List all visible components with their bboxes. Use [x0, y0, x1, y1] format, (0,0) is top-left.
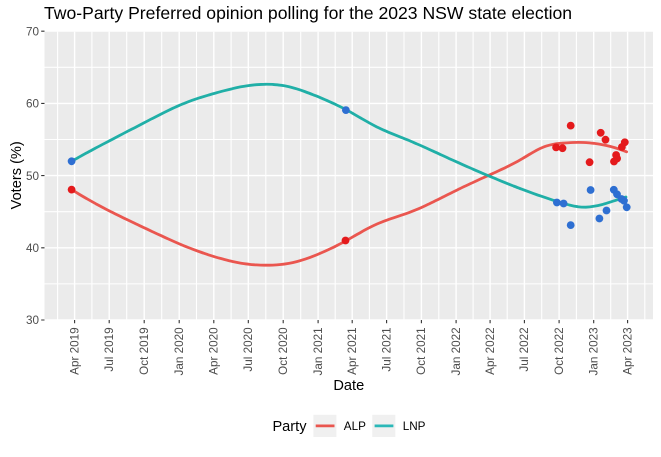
svg-text:Voters (%): Voters (%)	[9, 141, 25, 209]
svg-text:Oct 2019: Oct 2019	[138, 327, 151, 374]
svg-text:Jan 2021: Jan 2021	[312, 327, 325, 375]
svg-text:40: 40	[26, 242, 40, 255]
svg-text:Two-Party Preferred opinion po: Two-Party Preferred opinion polling for …	[44, 3, 572, 23]
svg-text:Jan 2020: Jan 2020	[173, 327, 186, 376]
svg-text:60: 60	[26, 98, 40, 111]
svg-text:Apr 2023: Apr 2023	[621, 327, 634, 374]
svg-text:Jan 2023: Jan 2023	[587, 327, 600, 375]
svg-text:Jul 2019: Jul 2019	[103, 327, 116, 371]
svg-text:Apr 2019: Apr 2019	[68, 327, 81, 374]
svg-text:Oct 2020: Oct 2020	[277, 327, 290, 375]
svg-text:Oct 2021: Oct 2021	[415, 327, 428, 374]
svg-text:70: 70	[26, 25, 40, 38]
svg-text:Jul 2021: Jul 2021	[380, 327, 393, 371]
svg-text:ALP: ALP	[344, 420, 366, 433]
svg-text:Apr 2021: Apr 2021	[346, 327, 359, 374]
svg-text:Party: Party	[272, 419, 307, 435]
svg-text:Date: Date	[333, 378, 364, 394]
svg-text:Jul 2020: Jul 2020	[242, 327, 255, 372]
svg-text:Apr 2020: Apr 2020	[208, 327, 221, 375]
svg-text:30: 30	[26, 314, 40, 327]
svg-text:Oct 2022: Oct 2022	[553, 327, 566, 374]
svg-text:Apr 2022: Apr 2022	[484, 327, 497, 374]
svg-text:Jul 2022: Jul 2022	[518, 327, 531, 371]
svg-text:50: 50	[26, 170, 40, 183]
svg-text:LNP: LNP	[403, 420, 426, 433]
svg-text:Jan 2022: Jan 2022	[450, 327, 463, 375]
